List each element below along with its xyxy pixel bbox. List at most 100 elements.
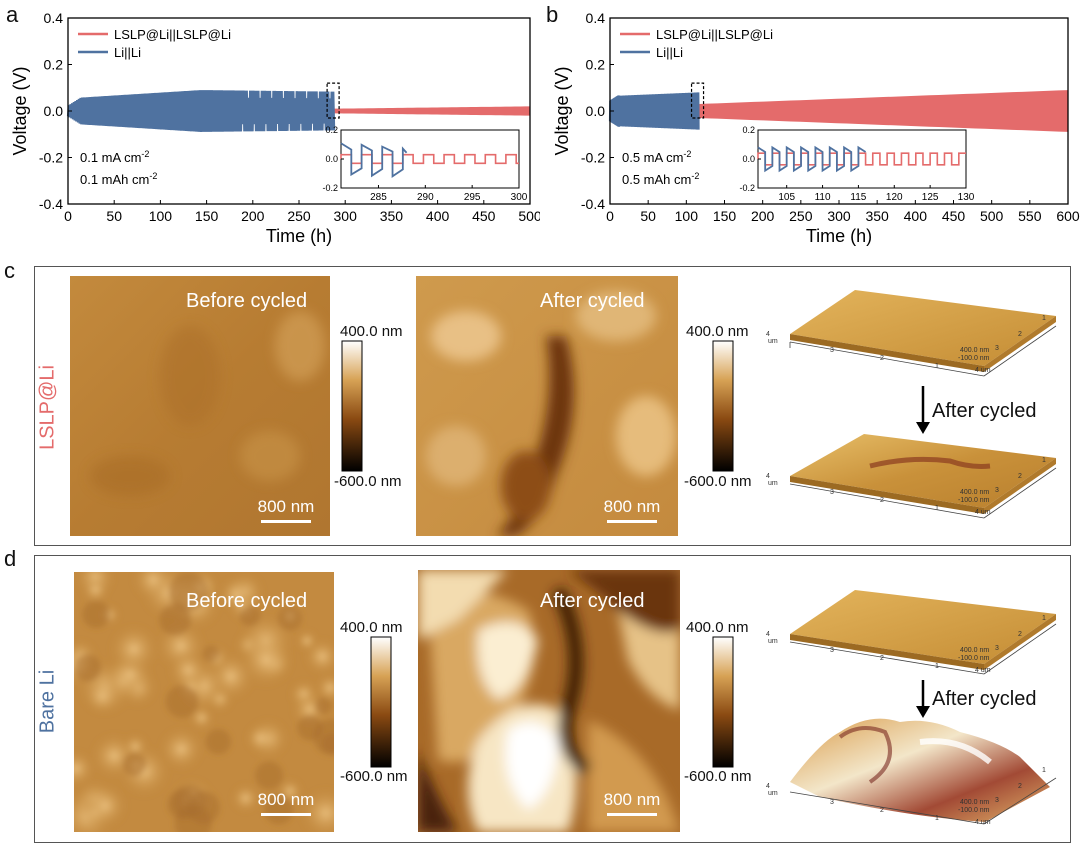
x-tick-label: 50 <box>640 208 656 224</box>
inset-x-tick-label: 295 <box>464 192 481 203</box>
x-tick-label: 450 <box>472 208 496 224</box>
x-tick-label: 450 <box>942 208 966 224</box>
afm-bare-after-title: After cycled <box>540 590 645 612</box>
y-tick-label: 0.0 <box>586 103 606 119</box>
grain <box>83 783 128 828</box>
arrow-label-lslp: After cycled <box>932 400 1037 422</box>
zoom-box <box>326 82 340 119</box>
axis3d-label: -100.0 nm <box>958 655 990 662</box>
down-arrow-icon <box>916 706 930 718</box>
axis3d-label: 400.0 nm <box>960 489 989 496</box>
panel-label-b: b <box>546 2 559 27</box>
grain-dark <box>239 605 261 627</box>
x-tick-label: 300 <box>334 208 358 224</box>
colorbar-min: -600.0 nm <box>684 473 752 490</box>
afm-lslp-before-title: Before cycled <box>186 290 308 312</box>
axis3d-label: 3 <box>830 489 834 496</box>
inset-x-tick-label: 120 <box>886 192 903 203</box>
inset-lili-line <box>340 142 408 178</box>
series-lslp-band <box>334 106 530 116</box>
grain-dark <box>315 697 332 715</box>
axis3d-label: 2 <box>1018 331 1022 338</box>
axis3d-label: 3 <box>995 797 999 804</box>
grain <box>316 673 334 703</box>
x-tick-label: 50 <box>106 208 122 224</box>
y-tick-label: -0.2 <box>39 150 63 166</box>
series-lslp-band <box>698 90 1068 132</box>
inset: 105 110 115 120 125 130 -0.2 0.0 0.2 <box>739 125 974 203</box>
axis3d-label: 1 <box>1042 615 1046 622</box>
inset-x-tick-label: 125 <box>922 192 939 203</box>
chart-a: 0 50 100 150 200 250 300 350 400 450 500 -0.4 -0.2 0.… <box>10 10 540 246</box>
axis3d-label: 1 <box>935 363 939 370</box>
axis3d-label: um <box>768 480 778 487</box>
colorbar-min: -600.0 nm <box>340 768 408 785</box>
y-tick-label: -0.2 <box>581 150 605 166</box>
axis3d-label: 2 <box>1018 473 1022 480</box>
zoom-box <box>690 82 705 119</box>
x-tick-label: 400 <box>426 208 450 224</box>
series-lili-line <box>608 92 700 130</box>
axis3d-label: 2 <box>1018 631 1022 638</box>
axis3d-label: 3 <box>830 347 834 354</box>
row-label-lslp: LSLP@Li <box>36 365 59 450</box>
x-tick-label: 400 <box>904 208 928 224</box>
annotation-current: 0.1 mA cm-2 <box>80 149 149 165</box>
y-tick-label: 0.0 <box>44 103 64 119</box>
afm-bare-before-title: Before cycled <box>186 590 308 612</box>
grain-dark <box>297 715 323 741</box>
colorbar-max: 400.0 nm <box>340 323 403 340</box>
colorbar-lslp-before <box>341 340 363 472</box>
inset-x-tick-label: 285 <box>370 192 387 203</box>
afm-bare-before <box>74 572 334 832</box>
inset-frame <box>757 129 967 189</box>
x-tick-label: 200 <box>751 208 775 224</box>
inset-y-tick-label: 0.2 <box>325 125 338 135</box>
axis3d-label: 4 <box>766 473 770 480</box>
y-tick-label: -0.4 <box>581 196 605 212</box>
x-tick-label: 550 <box>1018 208 1042 224</box>
x-tick-label: 500 <box>980 208 1004 224</box>
axis3d-label: 4 um <box>975 667 991 674</box>
x-tick-label: 100 <box>149 208 173 224</box>
legend-label: Li||Li <box>114 45 141 60</box>
inset-y-tick-label: -0.2 <box>739 183 755 193</box>
grain <box>239 633 293 687</box>
colorbar-max: 400.0 nm <box>686 619 749 636</box>
axis3d-label: um <box>768 638 778 645</box>
axis3d-label: -100.0 nm <box>958 355 990 362</box>
axis3d-label: 2 <box>880 807 884 814</box>
series-lili-line <box>66 90 336 132</box>
x-tick-label: 500 <box>518 208 540 224</box>
scale-bar-lslp-after: 800 nm <box>598 497 666 523</box>
afm-lslp-before <box>70 276 330 536</box>
x-tick-label: 250 <box>287 208 311 224</box>
grain-dark <box>74 654 102 682</box>
grain <box>218 577 254 612</box>
axis3d-label: -100.0 nm <box>958 807 990 814</box>
x-tick-label: 350 <box>865 208 889 224</box>
colorbar-max: 400.0 nm <box>686 323 749 340</box>
axis3d-label: 2 <box>880 655 884 662</box>
grain <box>300 787 334 832</box>
down-arrow-icon <box>916 422 930 434</box>
inset-y-tick-label: 0.2 <box>742 125 755 135</box>
annotation-capacity: 0.1 mAh cm-2 <box>80 171 157 187</box>
panel-label-c: c <box>4 258 15 283</box>
axis3d-label: um <box>768 790 778 797</box>
grain <box>84 678 120 714</box>
grain-dark <box>159 603 192 636</box>
grain <box>109 624 159 674</box>
inset-frame <box>340 129 520 189</box>
grain <box>74 750 95 787</box>
colorbar-bare-before <box>370 636 392 768</box>
grain <box>159 727 203 771</box>
colorbar-min: -600.0 nm <box>334 473 402 490</box>
grain <box>132 572 174 601</box>
y-tick-label: 0.4 <box>586 10 606 26</box>
panel-d-frame <box>34 555 1071 843</box>
colorbar-max: 400.0 nm <box>340 619 403 636</box>
annotation-current: 0.5 mA cm-2 <box>622 149 691 165</box>
axis3d-label: 1 <box>1042 457 1046 464</box>
